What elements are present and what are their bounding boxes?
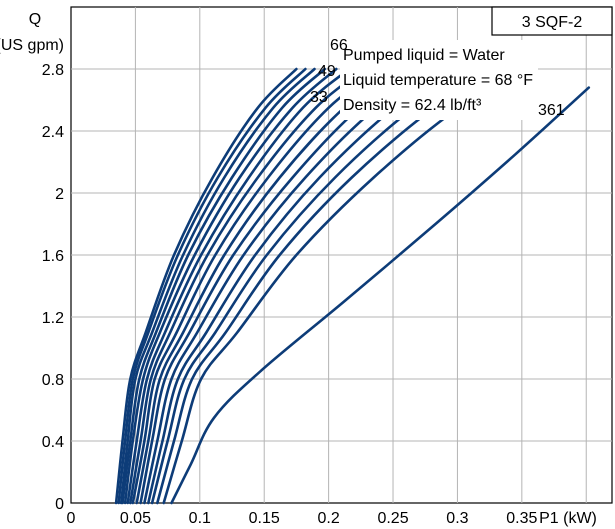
y-tick-label: 0.8 — [42, 372, 64, 389]
info-line-temperature: Liquid temperature = 68 °F — [343, 72, 533, 89]
pump-curve-7 — [129, 67, 366, 505]
curve-label-33: 33 — [310, 89, 328, 106]
x-tick-label: 0.25 — [377, 510, 408, 527]
info-line-liquid: Pumped liquid = Water — [343, 47, 505, 64]
y-tick-label: 2.8 — [42, 62, 64, 79]
curve-label-361: 361 — [538, 102, 565, 119]
info-box-background — [340, 40, 538, 120]
y-tick-label: 1.6 — [42, 248, 64, 265]
x-axis-label: P1 (kW) — [539, 510, 597, 527]
x-tick-label: 0.3 — [446, 510, 468, 527]
x-tick-label: 0.35 — [506, 510, 537, 527]
info-line-density: Density = 62.4 lb/ft³ — [343, 97, 482, 114]
pump-curve-6 — [126, 67, 351, 505]
chart-title: 3 SQF-2 — [522, 14, 583, 31]
y-tick-label: 0 — [55, 496, 64, 513]
y-axis-label-line1: Q — [29, 11, 41, 28]
x-tick-label: 0 — [67, 510, 76, 527]
x-tick-label: 0.05 — [120, 510, 151, 527]
x-tick-label: 0.15 — [249, 510, 280, 527]
curve-label-66: 66 — [330, 37, 348, 54]
pump-curve-8 — [131, 67, 382, 505]
pump-curve-1 — [114, 67, 298, 505]
chart-title-box — [491, 6, 613, 36]
tick-labels: 0 0.05 0.1 0.15 0.2 0.25 0.3 0.35 0 0.4 0.8 1.2 1.6 2… — [42, 62, 538, 527]
y-axis-label-line2: (US gpm) — [0, 37, 64, 54]
curve-label-49: 49 — [318, 63, 336, 80]
pump-curve-5 — [123, 67, 338, 505]
y-tick-label: 1.2 — [42, 310, 64, 327]
pump-curve-16 — [170, 86, 591, 505]
pump-curve-2 — [117, 67, 307, 505]
pump-curve-9 — [135, 67, 400, 505]
y-tick-label: 2.4 — [42, 124, 64, 141]
x-tick-label: 0.2 — [317, 510, 339, 527]
y-tick-label: 0.4 — [42, 434, 64, 451]
y-tick-label: 2 — [55, 186, 64, 203]
pump-curve-4 — [121, 67, 327, 505]
x-tick-label: 0.1 — [189, 510, 211, 527]
pump-curve-3 — [119, 67, 316, 505]
